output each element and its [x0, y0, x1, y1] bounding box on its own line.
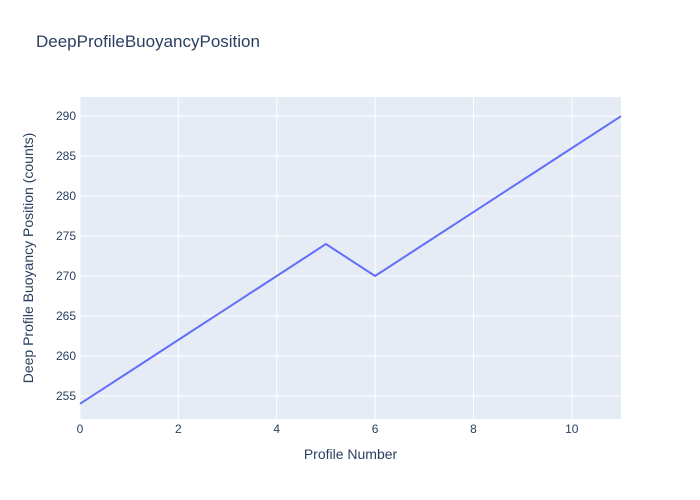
x-tick-label: 8	[470, 422, 477, 436]
y-tick-label: 270	[56, 269, 76, 283]
y-tick-label: 260	[56, 349, 76, 363]
x-tick-label: 4	[273, 422, 280, 436]
x-tick-label: 6	[372, 422, 379, 436]
y-tick-label: 285	[56, 149, 76, 163]
y-axis-title: Deep Profile Buoyancy Position (counts)	[20, 132, 36, 384]
plot-area-background	[80, 97, 621, 419]
y-tick-label: 275	[56, 229, 76, 243]
x-tick-label: 0	[77, 422, 84, 436]
y-tick-label: 265	[56, 309, 76, 323]
y-tick-label: 290	[56, 109, 76, 123]
y-tick-label: 255	[56, 389, 76, 403]
chart-title: DeepProfileBuoyancyPosition	[36, 32, 260, 51]
x-axis-title: Profile Number	[303, 446, 398, 462]
data-line-series	[79, 115, 622, 405]
x-tick-label: 2	[175, 422, 182, 436]
y-tick-label: 280	[56, 189, 76, 203]
x-tick-label: 10	[565, 422, 579, 436]
